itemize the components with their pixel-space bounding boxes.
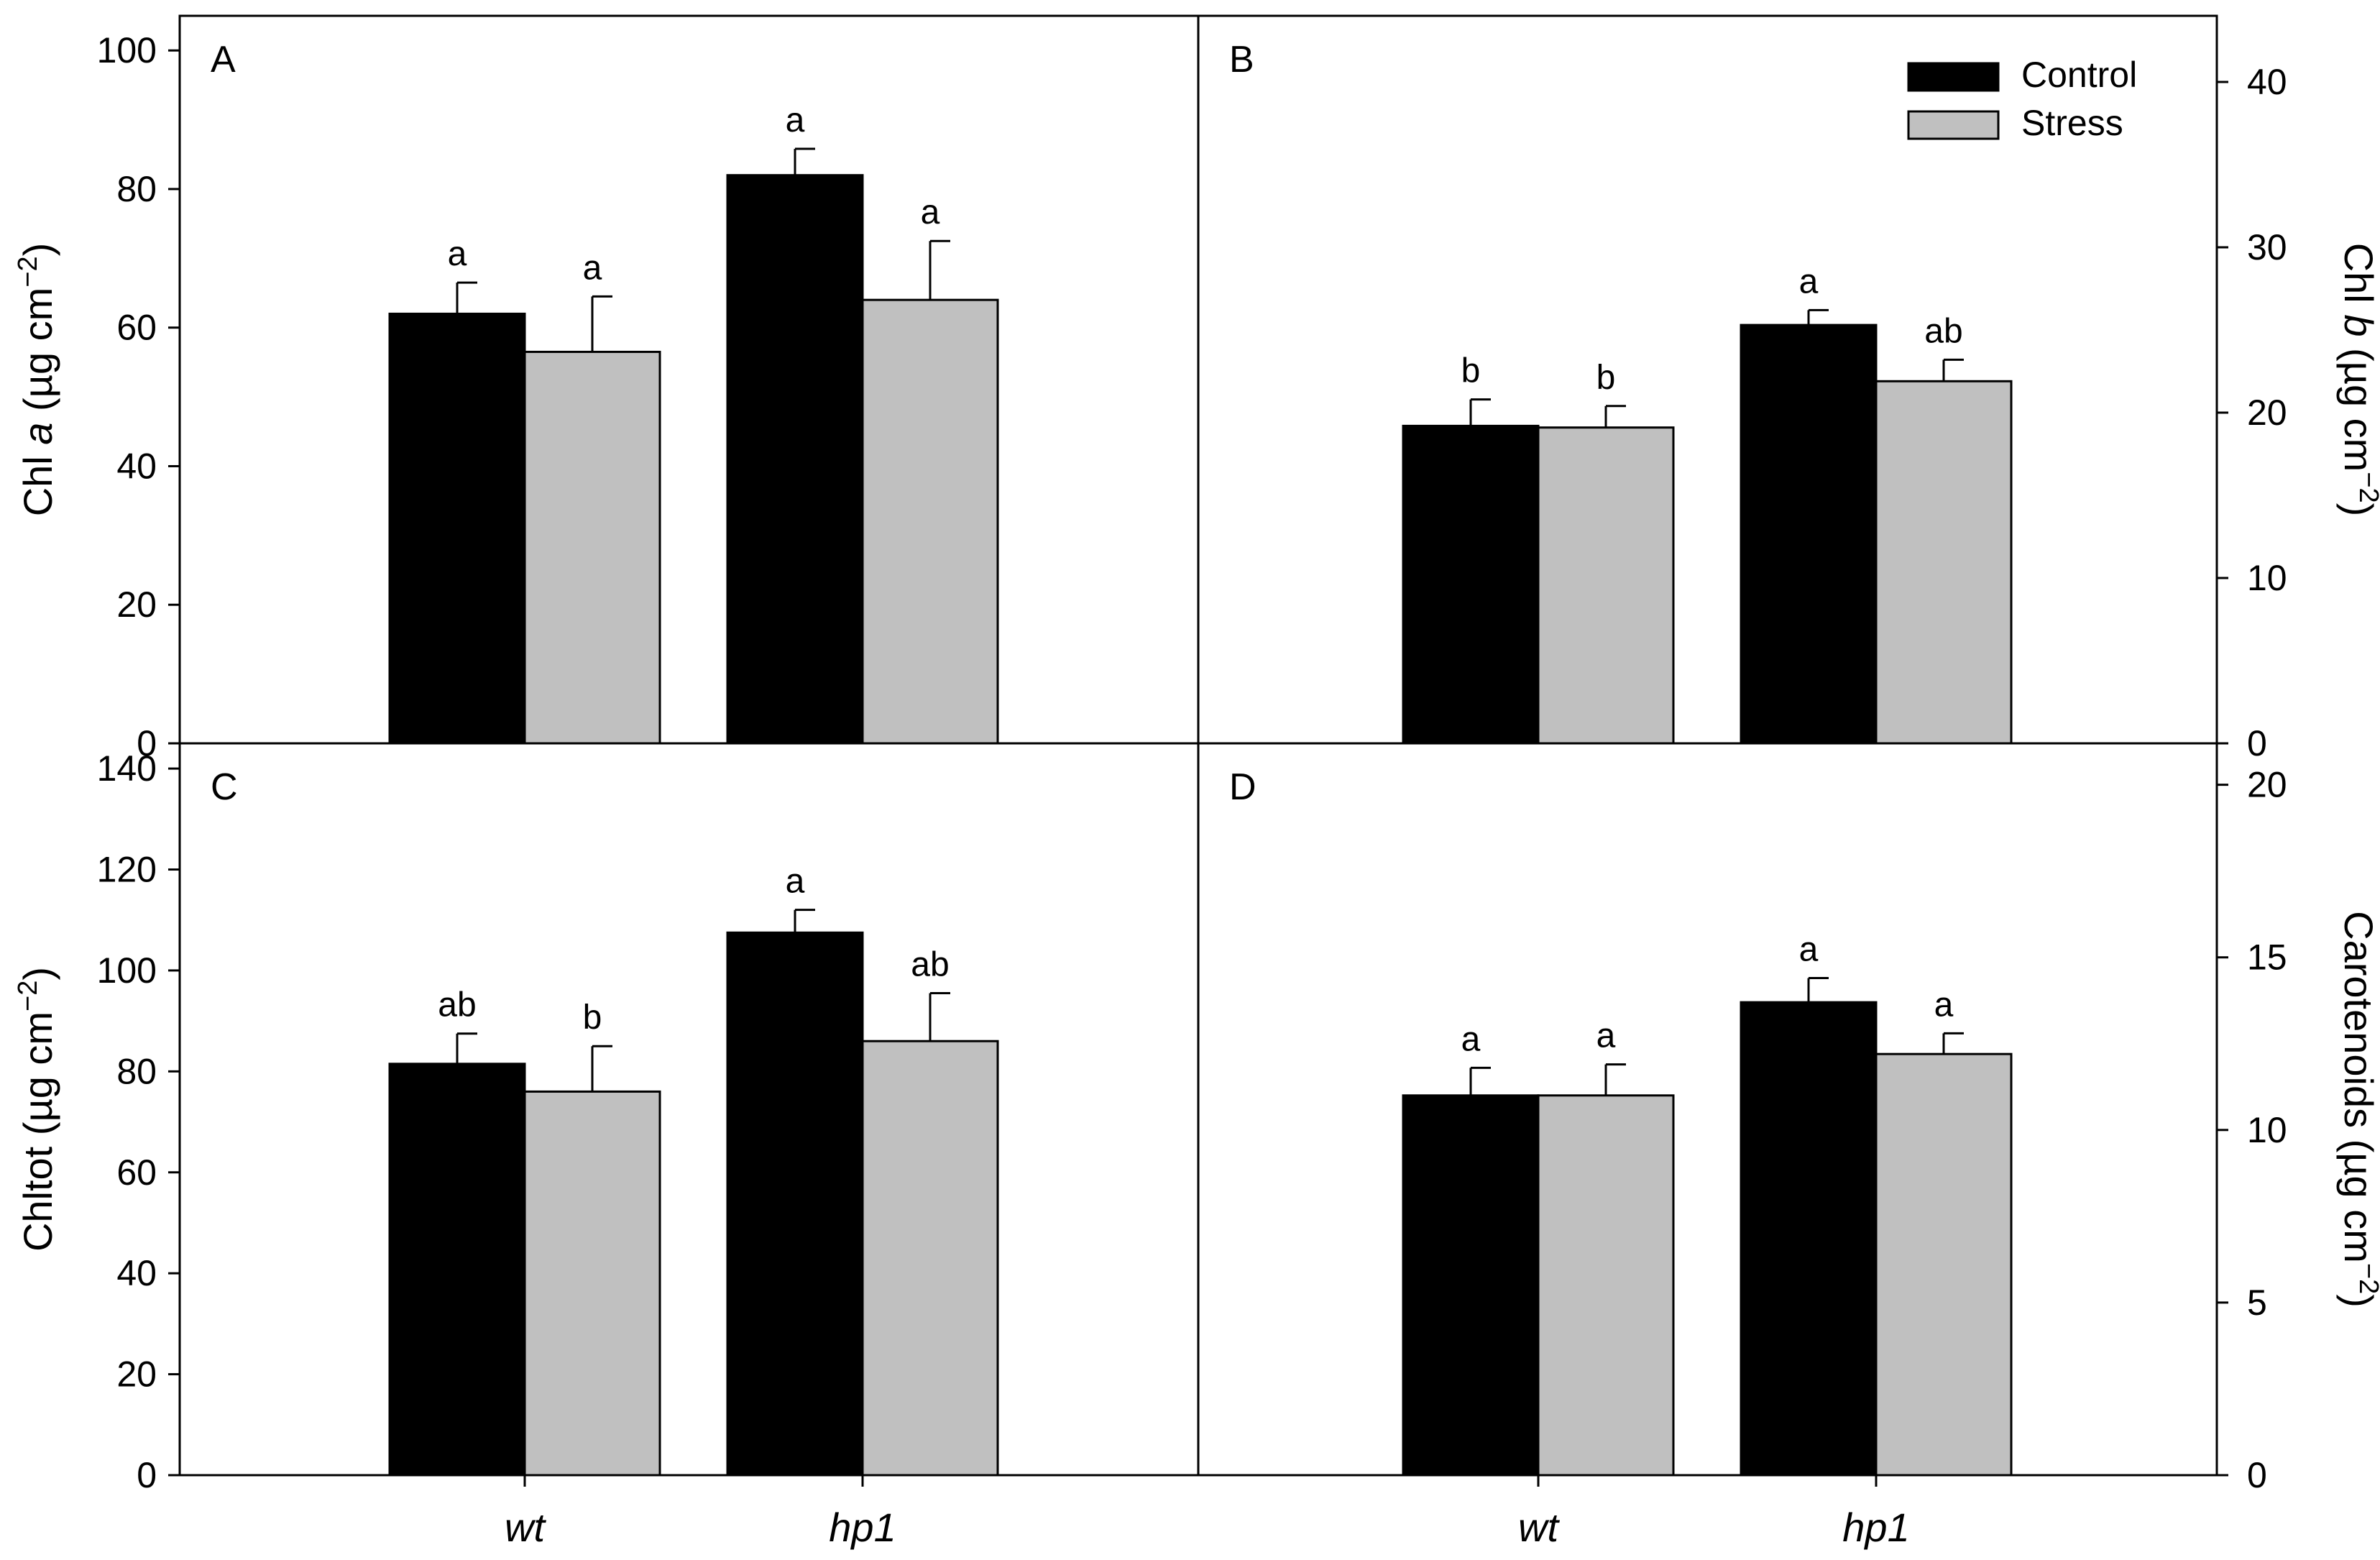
legend-swatch-control <box>1907 62 2000 92</box>
y-tick-label: 20 <box>2247 765 2287 805</box>
axis-title-part: −2 <box>2353 1263 2380 1294</box>
bar-stress-wt <box>1537 1094 1675 1477</box>
bar-stress-hp1 <box>861 298 999 745</box>
axis-title-part: −2 <box>13 256 43 287</box>
significance-letter: a <box>583 249 602 287</box>
bar-stress-hp1 <box>1875 1052 2013 1477</box>
x-category-label: wt <box>1518 1505 1560 1550</box>
y-tick-label: 60 <box>116 1152 157 1193</box>
significance-letter: b <box>1596 359 1616 397</box>
axis-title-part: (µg cm <box>2336 336 2380 472</box>
y-tick-label: 40 <box>116 446 157 486</box>
panel-letter: B <box>1229 39 1254 81</box>
x-category-label: hp1 <box>1842 1505 1909 1550</box>
axis-title-part: Chl <box>15 445 60 517</box>
panel-letter: A <box>211 39 236 81</box>
legend-label-stress: Stress <box>2021 103 2123 143</box>
bar-control-wt <box>1402 1094 1540 1477</box>
y-tick-label: 80 <box>116 169 157 209</box>
significance-letter: ab <box>1924 312 1962 350</box>
bar-control-wt <box>388 312 526 745</box>
y-tick-label: 15 <box>2247 937 2287 978</box>
y-tick-label: 0 <box>137 1455 157 1495</box>
bar-control-wt <box>1402 424 1540 745</box>
y-tick-label: 0 <box>2247 723 2267 763</box>
y-tick-label: 140 <box>97 748 157 789</box>
significance-letter: ab <box>911 946 949 984</box>
axis-title-part: Carotenoids (µg cm <box>2336 911 2380 1263</box>
axis-title-part: −2 <box>13 981 43 1011</box>
panel-letter: D <box>1229 766 1256 808</box>
panel-letter: C <box>211 766 238 808</box>
y-axis-title: Chltot (µg cm−2) <box>13 967 60 1252</box>
bar-control-hp1 <box>726 174 864 745</box>
bar-stress-wt <box>1537 426 1675 745</box>
x-category-label: hp1 <box>829 1505 896 1550</box>
significance-letter: a <box>1596 1017 1616 1055</box>
y-tick-label: 30 <box>2247 227 2287 267</box>
axis-title-part: (µg cm <box>15 288 60 423</box>
axis-title-part: b <box>2336 314 2380 336</box>
significance-letter: a <box>1799 931 1819 969</box>
y-tick-label: 60 <box>116 308 157 348</box>
axis-title-part: ) <box>2336 503 2380 517</box>
legend-label-control: Control <box>2021 55 2137 95</box>
axis-title-part: Chl <box>2336 243 2380 315</box>
y-tick-label: 10 <box>2247 1110 2287 1150</box>
y-tick-label: 5 <box>2247 1283 2267 1323</box>
significance-letter: a <box>448 235 467 273</box>
bar-stress-wt <box>523 350 661 745</box>
y-tick-label: 100 <box>97 950 157 991</box>
axis-title-part: −2 <box>2353 472 2380 503</box>
y-tick-label: 20 <box>116 1354 157 1395</box>
axis-title-part: ) <box>2336 1294 2380 1308</box>
y-tick-label: 20 <box>2247 393 2287 433</box>
y-tick-label: 20 <box>116 584 157 625</box>
y-tick-label: 10 <box>2247 558 2287 598</box>
significance-letter: a <box>786 101 805 139</box>
bar-stress-hp1 <box>861 1040 999 1477</box>
y-axis-title: Chl b (µg cm−2) <box>2336 243 2380 517</box>
y-axis-title: Carotenoids (µg cm−2) <box>2336 911 2380 1308</box>
axis-title-part: ) <box>15 967 60 981</box>
legend-swatch-stress <box>1907 110 2000 140</box>
y-tick-label: 0 <box>137 723 157 763</box>
panel-d: D 0 5 10 15 20 Carotenoids (µg cm−2) a a a a wt hp1 <box>1229 765 2380 1550</box>
bar-control-hp1 <box>1740 324 1878 745</box>
axis-title-part: ) <box>15 243 60 257</box>
chart-legend: Control Stress <box>1907 55 2137 143</box>
bar-stress-wt <box>523 1090 661 1477</box>
y-tick-label: 120 <box>97 850 157 890</box>
significance-letter: b <box>1461 352 1481 390</box>
y-tick-label: 0 <box>2247 1455 2267 1495</box>
bar-stress-hp1 <box>1875 380 2013 745</box>
significance-letter: a <box>1461 1020 1481 1058</box>
bar-control-hp1 <box>726 931 864 1477</box>
significance-letter: b <box>583 999 602 1037</box>
axis-title-part: a <box>15 423 60 445</box>
axis-title-part: Chltot (µg cm <box>15 1011 60 1252</box>
y-tick-label: 100 <box>97 30 157 70</box>
bar-control-wt <box>388 1063 526 1477</box>
x-category-label: wt <box>505 1505 546 1550</box>
significance-letter: a <box>786 863 805 901</box>
significance-letter: a <box>1934 986 1954 1024</box>
y-tick-label: 40 <box>116 1253 157 1293</box>
significance-letter: a <box>921 193 940 231</box>
significance-letter: a <box>1799 262 1819 300</box>
y-tick-label: 40 <box>2247 62 2287 102</box>
y-axis-title: Chl a (µg cm−2) <box>13 243 60 517</box>
bar-control-hp1 <box>1740 1001 1878 1477</box>
y-tick-label: 80 <box>116 1051 157 1091</box>
significance-letter: ab <box>438 986 476 1024</box>
